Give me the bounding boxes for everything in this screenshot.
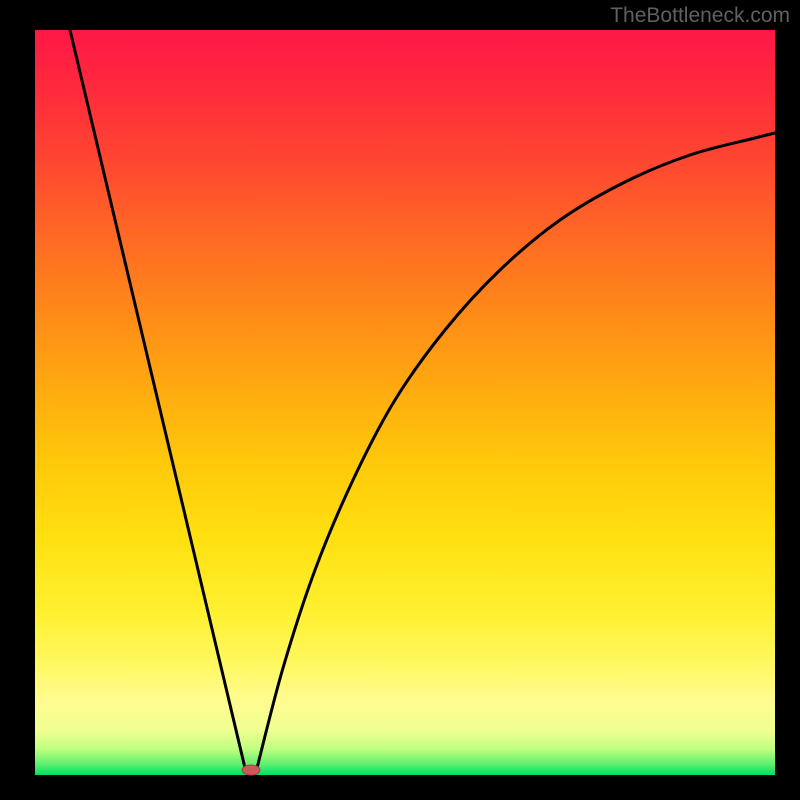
curve-right-branch (257, 133, 775, 768)
optimum-marker (240, 763, 262, 777)
bottleneck-curve (35, 30, 775, 775)
plot-area (35, 30, 775, 775)
optimum-marker-ellipse (242, 765, 260, 775)
curve-left-branch (70, 30, 245, 768)
watermark-text: TheBottleneck.com (610, 4, 790, 28)
